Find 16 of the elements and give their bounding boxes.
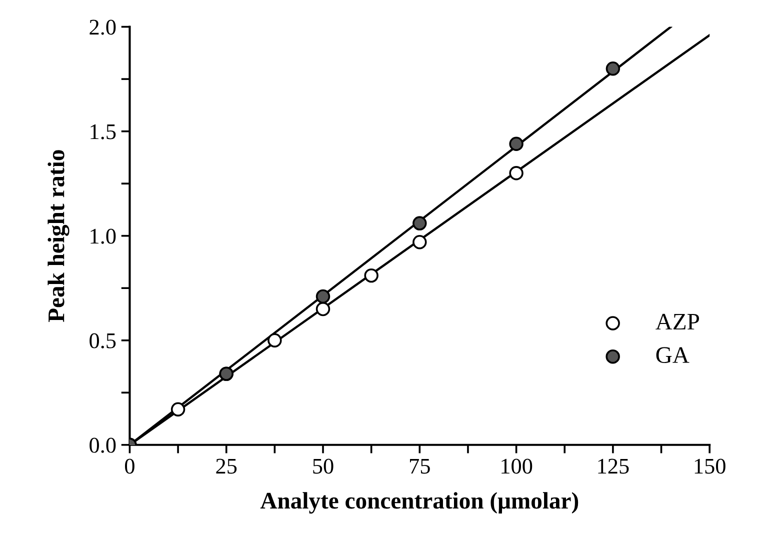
x-tick-label: 100 [502,458,532,474]
y-tick-label: 1.5 [90,124,116,140]
y-tick-label: 0.5 [90,333,116,348]
x-tick-label: 125 [598,458,629,474]
x-tick-label: 75 [410,458,430,474]
x-tick-label: 25 [216,458,237,474]
x-tick-label: 150 [694,458,726,474]
y-tick-label: 1.0 [90,228,116,244]
x-axis-title: Analyte concentration (μmolar) [260,492,578,514]
y-axis-title: Peak height ratio [48,150,70,322]
legend-label: AZP [656,314,699,330]
x-tick-label: 0 [125,458,134,474]
y-tick-label: 2.0 [90,20,116,35]
x-tick-label: 50 [313,458,334,474]
y-tick-label: 0.0 [90,438,116,453]
legend-label: GA [656,347,690,364]
